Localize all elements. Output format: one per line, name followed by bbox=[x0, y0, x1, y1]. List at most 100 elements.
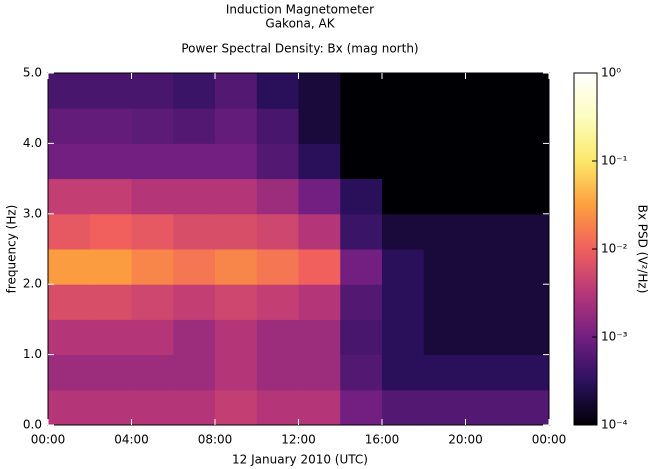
heatmap-cell bbox=[256, 319, 299, 356]
heatmap-cell bbox=[298, 354, 341, 391]
heatmap-cell bbox=[173, 143, 216, 180]
heatmap-cell bbox=[382, 319, 425, 356]
heatmap-cell bbox=[298, 178, 341, 215]
chart-title: Gakona, AK bbox=[265, 17, 335, 31]
heatmap-cell bbox=[423, 389, 466, 426]
heatmap-cell bbox=[256, 178, 299, 215]
heatmap-cell bbox=[507, 73, 550, 109]
heatmap-cell bbox=[298, 73, 341, 109]
heatmap-cell bbox=[423, 249, 466, 285]
heatmap-cell bbox=[340, 249, 383, 285]
y-tick-label: 0.0 bbox=[23, 418, 42, 432]
heatmap-cell bbox=[298, 108, 341, 144]
x-tick-label: 08:00 bbox=[198, 433, 233, 447]
heatmap-cell bbox=[382, 354, 425, 391]
heatmap-cell bbox=[131, 249, 174, 285]
heatmap-cell bbox=[131, 284, 174, 320]
heatmap-cell bbox=[256, 249, 299, 285]
heatmap-cell bbox=[340, 73, 383, 109]
heatmap-cell bbox=[173, 354, 216, 391]
heatmap-cell bbox=[256, 143, 299, 180]
heatmap-cell bbox=[298, 284, 341, 320]
heatmap-cell bbox=[48, 354, 91, 391]
heatmap-cell bbox=[173, 108, 216, 144]
heatmap-cell bbox=[256, 108, 299, 144]
heatmap-cell bbox=[507, 284, 550, 320]
heatmap-cell bbox=[340, 389, 383, 426]
heatmap-cell bbox=[465, 143, 508, 180]
heatmap-cell bbox=[215, 73, 258, 109]
heatmap-cell bbox=[423, 178, 466, 215]
heatmap-cell bbox=[89, 108, 132, 144]
heatmap-cell bbox=[89, 389, 132, 426]
heatmap-cell bbox=[507, 319, 550, 356]
heatmap-cell bbox=[131, 213, 174, 250]
heatmap-cell bbox=[340, 178, 383, 215]
heatmap-cell bbox=[48, 284, 91, 320]
heatmap-cell bbox=[465, 213, 508, 250]
heatmap-cell bbox=[131, 143, 174, 180]
heatmap-cell bbox=[173, 284, 216, 320]
y-tick-label: 2.0 bbox=[23, 277, 42, 291]
heatmap-cell bbox=[173, 213, 216, 250]
heatmap-cell bbox=[215, 389, 258, 426]
heatmap-cell bbox=[382, 284, 425, 320]
heatmap-cell bbox=[423, 143, 466, 180]
heatmap-cell bbox=[507, 354, 550, 391]
heatmap-cell bbox=[131, 73, 174, 109]
heatmap-cell bbox=[89, 249, 132, 285]
heatmap-cell bbox=[173, 389, 216, 426]
heatmap-cell bbox=[89, 178, 132, 215]
heatmap-cell bbox=[465, 354, 508, 391]
heatmap-cell bbox=[256, 73, 299, 109]
heatmap-cell bbox=[298, 389, 341, 426]
heatmap-cell bbox=[507, 143, 550, 180]
heatmap-cell bbox=[423, 73, 466, 109]
colorbar-tick-label: 10⁻⁴ bbox=[601, 418, 628, 432]
heatmap-cell bbox=[89, 284, 132, 320]
heatmap-cell bbox=[173, 319, 216, 356]
colorbar-tick-label: 10⁻³ bbox=[601, 330, 628, 344]
heatmap-cell bbox=[465, 249, 508, 285]
heatmap-cell bbox=[507, 389, 550, 426]
heatmap-cell bbox=[340, 108, 383, 144]
y-axis-label: frequency (Hz) bbox=[5, 205, 19, 294]
y-tick-label: 4.0 bbox=[23, 136, 42, 150]
heatmap-cell bbox=[256, 284, 299, 320]
x-tick-label: 12:00 bbox=[281, 433, 316, 447]
heatmap-cell bbox=[89, 213, 132, 250]
heatmap-cell bbox=[215, 249, 258, 285]
x-tick-label: 00:00 bbox=[532, 433, 567, 447]
heatmap-cell bbox=[131, 319, 174, 356]
heatmap-cell bbox=[256, 389, 299, 426]
heatmap-cell bbox=[256, 213, 299, 250]
heatmap-cell bbox=[173, 178, 216, 215]
heatmap-cell bbox=[465, 284, 508, 320]
chart-title: Induction Magnetometer bbox=[226, 3, 374, 17]
heatmap-cell bbox=[298, 249, 341, 285]
heatmap-cell bbox=[215, 319, 258, 356]
heatmap-cell bbox=[131, 108, 174, 144]
heatmap-cell bbox=[48, 108, 91, 144]
heatmap-cell bbox=[215, 108, 258, 144]
x-tick-label: 04:00 bbox=[114, 433, 149, 447]
x-tick-label: 20:00 bbox=[448, 433, 483, 447]
heatmap-cell bbox=[131, 354, 174, 391]
heatmap-cell bbox=[131, 389, 174, 426]
heatmap-cell bbox=[298, 213, 341, 250]
heatmap-cell bbox=[215, 213, 258, 250]
heatmap-cell bbox=[340, 143, 383, 180]
heatmap-cell bbox=[48, 213, 91, 250]
heatmap-cell bbox=[48, 249, 91, 285]
heatmap-cell bbox=[215, 178, 258, 215]
heatmap-cell bbox=[48, 319, 91, 356]
heatmap-cell bbox=[48, 178, 91, 215]
heatmap-cell bbox=[215, 143, 258, 180]
heatmap-cell bbox=[382, 249, 425, 285]
heatmap-cell bbox=[215, 354, 258, 391]
heatmap-cell bbox=[298, 143, 341, 180]
heatmap-cell bbox=[173, 249, 216, 285]
colorbar-tick-label: 10⁰ bbox=[601, 66, 621, 80]
heatmap-cell bbox=[89, 354, 132, 391]
